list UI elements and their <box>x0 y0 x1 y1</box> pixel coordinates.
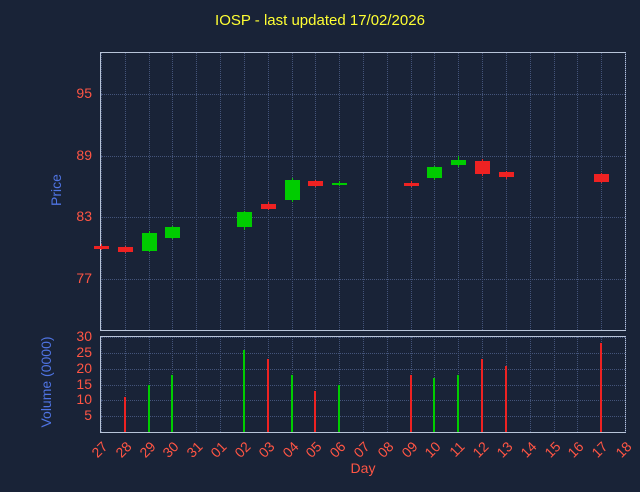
volume-bar <box>124 397 126 432</box>
volume-axis-label: Volume (0000) <box>38 336 54 428</box>
grid-line-horizontal <box>101 155 625 157</box>
grid-line-vertical <box>315 53 316 330</box>
grid-line-vertical <box>101 53 102 330</box>
grid-line-horizontal <box>101 400 625 402</box>
candle-body <box>142 232 157 251</box>
price-tick-label: 83 <box>76 208 92 225</box>
price-tick-label: 77 <box>76 269 92 286</box>
grid-line-vertical <box>411 53 412 330</box>
volume-bar <box>171 375 173 432</box>
volume-bar <box>457 375 459 432</box>
candle-body <box>118 246 133 252</box>
grid-line-vertical <box>363 53 364 330</box>
volume-tick-label: 30 <box>76 328 92 344</box>
grid-line-vertical <box>625 53 626 330</box>
candle-body <box>237 212 252 228</box>
stock-chart: IOSP - last updated 17/02/2026 Price Vol… <box>38 12 635 476</box>
grid-line-horizontal <box>101 278 625 280</box>
candle-body <box>165 227 180 238</box>
grid-line-vertical <box>149 53 150 330</box>
grid-line-vertical <box>577 53 578 330</box>
volume-bar <box>314 390 316 432</box>
volume-panel <box>100 336 626 433</box>
volume-bar <box>505 365 507 432</box>
volume-tick-label: 5 <box>84 407 92 424</box>
candle-body <box>285 180 300 200</box>
grid-line-horizontal <box>101 352 625 354</box>
grid-line-vertical <box>554 53 555 330</box>
volume-bar <box>291 375 293 432</box>
grid-line-vertical <box>172 53 173 330</box>
grid-line-vertical <box>625 337 626 432</box>
grid-line-vertical <box>196 53 197 330</box>
price-tick-label: 89 <box>76 146 92 163</box>
candle-body <box>332 182 347 185</box>
price-panel <box>94 52 626 331</box>
grid-line-vertical <box>125 53 126 330</box>
grid-line-horizontal <box>101 416 625 418</box>
grid-line-horizontal <box>101 217 625 219</box>
grid-line-vertical <box>268 53 269 330</box>
volume-tick-label: 15 <box>76 375 92 392</box>
candle-body <box>308 181 323 187</box>
volume-tick-label: 20 <box>76 359 92 376</box>
price-tick-label: 95 <box>76 85 92 101</box>
grid-line-vertical <box>601 53 602 330</box>
candle-body <box>404 183 419 186</box>
volume-bar <box>338 384 340 432</box>
grid-line-vertical <box>506 53 507 330</box>
grid-line-vertical <box>244 53 245 330</box>
grid-line-vertical <box>530 53 531 330</box>
candle-body <box>94 245 109 249</box>
volume-bar <box>267 359 269 432</box>
grid-line-vertical <box>482 53 483 330</box>
grid-line-vertical <box>434 53 435 330</box>
candle-body <box>594 174 609 183</box>
volume-tick-label: 25 <box>76 343 92 360</box>
volume-bar <box>481 359 483 432</box>
volume-tick-label: 10 <box>76 391 92 408</box>
grid-line-horizontal <box>101 94 625 95</box>
price-axis-label: Price <box>48 174 64 206</box>
grid-line-horizontal <box>101 368 625 370</box>
candle-body <box>475 160 490 174</box>
volume-bar <box>600 343 602 432</box>
volume-bar <box>148 384 150 432</box>
grid-line-vertical <box>220 53 221 330</box>
volume-bar <box>433 378 435 432</box>
candle-body <box>451 159 466 165</box>
candle-body <box>427 166 442 179</box>
chart-title: IOSP - last updated 17/02/2026 <box>215 12 425 29</box>
grid-line-vertical <box>339 53 340 330</box>
candle-body <box>499 172 514 178</box>
x-axis-label: Day <box>350 460 376 476</box>
grid-line-vertical <box>458 53 459 330</box>
grid-line-vertical <box>387 53 388 330</box>
grid-line-horizontal <box>101 384 625 386</box>
volume-bar <box>410 375 412 432</box>
volume-bar <box>243 349 245 432</box>
candle-body <box>261 203 276 209</box>
grid-line-horizontal <box>101 337 625 338</box>
